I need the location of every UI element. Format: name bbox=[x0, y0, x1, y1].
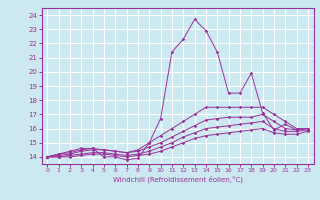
X-axis label: Windchill (Refroidissement éolien,°C): Windchill (Refroidissement éolien,°C) bbox=[113, 176, 243, 183]
